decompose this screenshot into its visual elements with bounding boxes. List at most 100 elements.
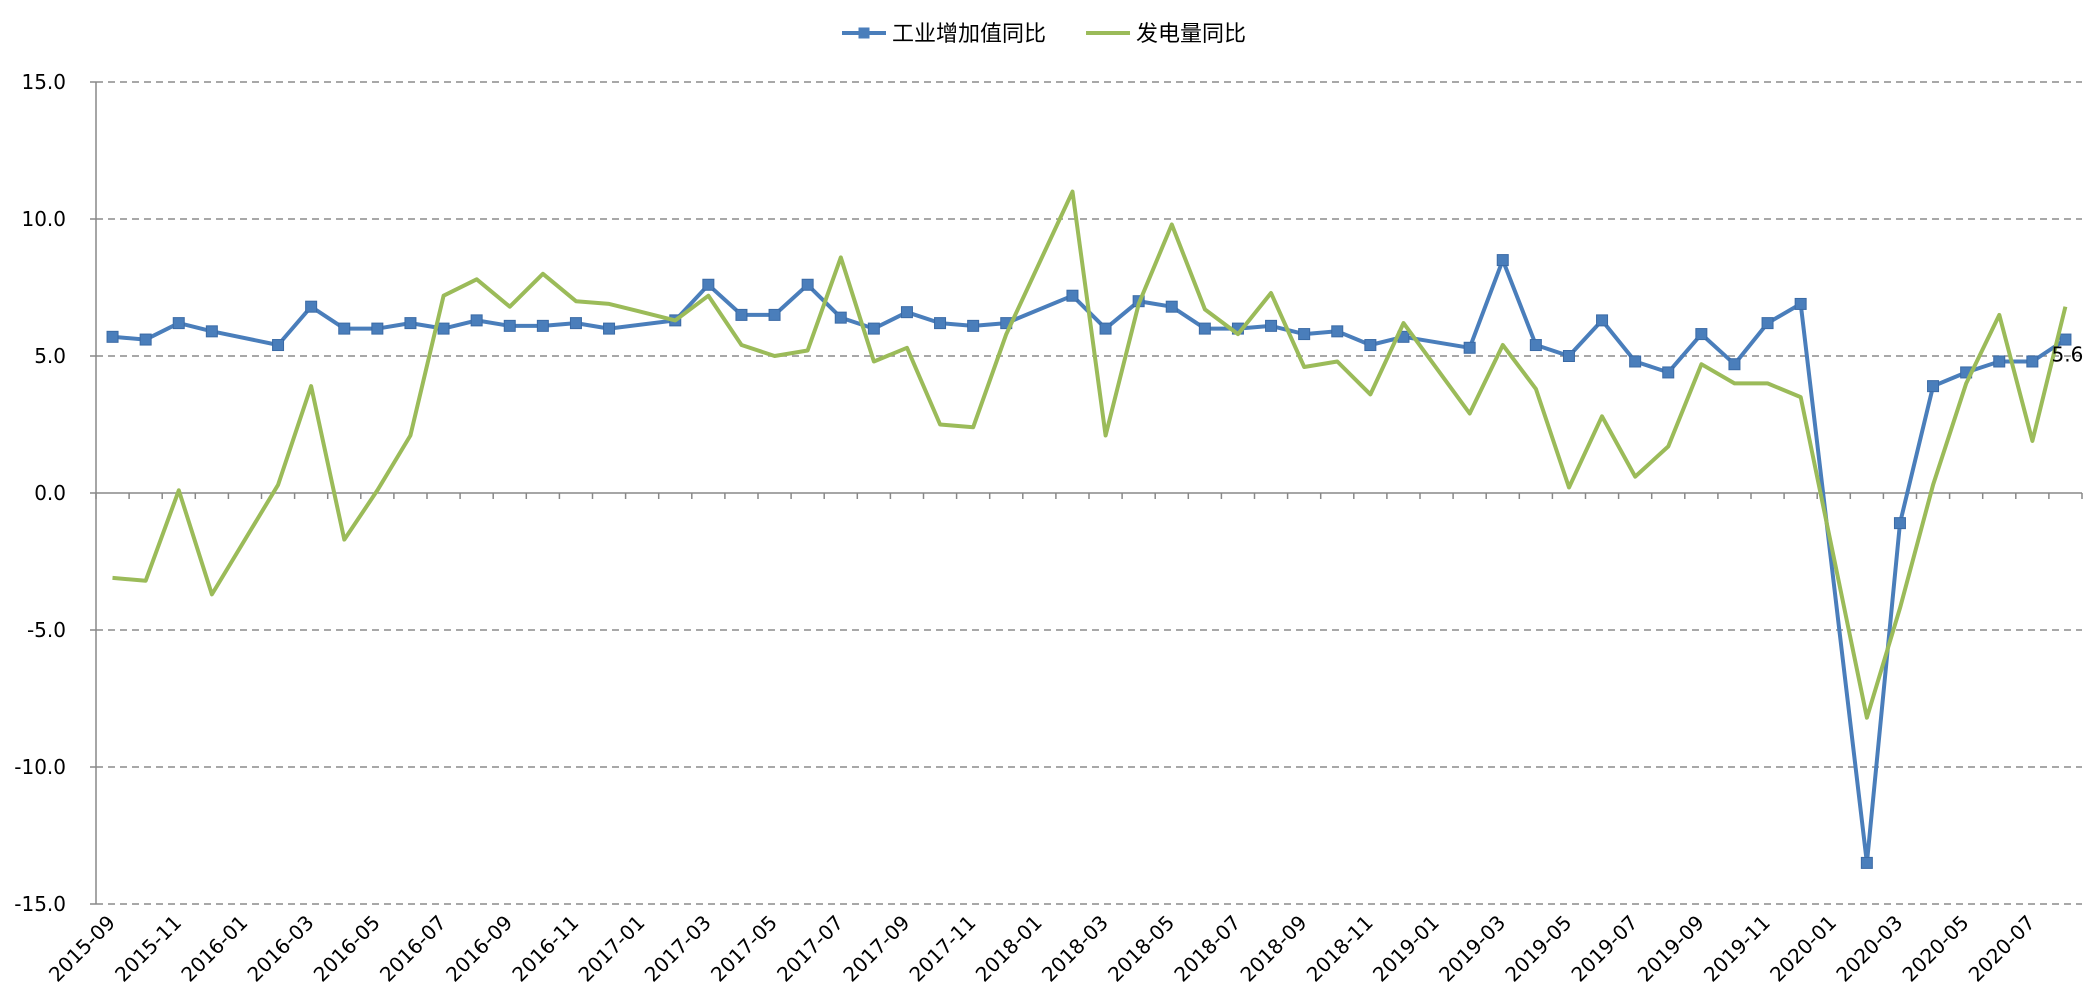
data-point — [437, 322, 450, 335]
x-tick-label: 2019-09 — [1633, 910, 1709, 986]
x-axis-ticks: 2015-092015-112016-012016-032016-052016-… — [44, 493, 2083, 987]
data-point — [2059, 333, 2072, 346]
x-tick-label: 2017-05 — [706, 910, 782, 986]
data-point — [503, 319, 516, 332]
data-point — [1496, 254, 1509, 267]
x-tick-label: 2017-09 — [838, 910, 914, 986]
x-tick-label: 2017-11 — [905, 910, 981, 986]
x-tick-label: 2019-01 — [1368, 910, 1444, 986]
x-tick-label: 2016-03 — [243, 910, 319, 986]
gridlines — [96, 81, 2082, 905]
data-point — [1331, 325, 1344, 338]
data-point — [470, 314, 483, 327]
data-point — [272, 339, 285, 352]
data-point — [1165, 300, 1178, 313]
data-point — [1562, 350, 1575, 362]
x-tick-label: 2016-09 — [441, 910, 517, 986]
x-tick-label: 2018-07 — [1169, 910, 1245, 986]
series-2 — [112, 189, 2068, 720]
data-point — [801, 278, 814, 291]
data-point — [371, 322, 384, 335]
legend: 工业增加值同比 发电量同比 — [842, 22, 1246, 47]
x-tick-label: 2015-09 — [44, 910, 120, 986]
data-point — [1893, 517, 1906, 530]
data-labels: 5.6 — [2052, 343, 2084, 367]
data-point — [1596, 314, 1609, 327]
legend-item: 发电量同比 — [1086, 22, 1246, 47]
series-line — [112, 258, 2067, 865]
data-label: 5.6 — [2052, 343, 2084, 367]
data-point — [106, 330, 119, 343]
data-point — [834, 311, 847, 324]
x-tick-label: 2018-05 — [1103, 910, 1179, 986]
x-tick-label: 2019-11 — [1699, 910, 1775, 986]
data-point — [205, 325, 218, 338]
x-tick-label: 2019-05 — [1500, 910, 1576, 986]
data-point — [1364, 339, 1377, 352]
y-tick-label: 0.0 — [34, 481, 66, 505]
x-tick-label: 2020-05 — [1898, 910, 1974, 986]
x-tick-label: 2016-05 — [309, 910, 385, 986]
x-tick-label: 2020-03 — [1831, 910, 1907, 986]
data-point — [900, 306, 913, 319]
x-tick-label: 2017-07 — [772, 910, 848, 986]
legend-label: 工业增加值同比 — [892, 22, 1046, 47]
data-point — [1860, 856, 1873, 869]
x-tick-label: 2016-07 — [375, 910, 451, 986]
y-tick-label: 5.0 — [34, 344, 66, 368]
data-point — [1198, 322, 1211, 335]
data-point — [536, 319, 549, 332]
data-point — [1761, 317, 1774, 330]
data-point — [1728, 358, 1741, 371]
series-layer — [106, 189, 2072, 869]
x-tick-label: 2016-01 — [176, 910, 252, 986]
x-tick-label: 2018-03 — [1037, 910, 1113, 986]
x-tick-label: 2020-07 — [1964, 910, 2040, 986]
x-tick-label: 2018-11 — [1302, 910, 1378, 986]
series-1 — [106, 254, 2072, 869]
legend-marker — [858, 27, 870, 39]
x-tick-label: 2019-03 — [1434, 910, 1510, 986]
y-axis-ticks: 15.0 10.0 5.0 0.0 -5.0 -10.0 -15.0 — [14, 70, 96, 916]
data-point — [1927, 380, 1940, 393]
series-line — [112, 189, 2068, 720]
y-tick-label: 10.0 — [21, 207, 66, 231]
y-tick-label: -10.0 — [14, 755, 66, 779]
data-point — [967, 319, 980, 332]
x-tick-label: 2018-09 — [1236, 910, 1312, 986]
y-tick-label: -15.0 — [14, 892, 66, 916]
data-point — [1066, 289, 1079, 302]
data-point — [1265, 319, 1278, 332]
data-point — [1662, 366, 1675, 379]
legend-item: 工业增加值同比 — [842, 22, 1046, 47]
y-tick-label: 15.0 — [21, 70, 66, 94]
data-point — [735, 308, 748, 321]
data-point — [1529, 339, 1542, 352]
data-point — [1463, 341, 1476, 354]
data-point — [338, 322, 351, 335]
data-point — [172, 317, 185, 330]
data-point — [702, 278, 715, 291]
x-tick-label: 2020-01 — [1765, 910, 1841, 986]
data-point — [404, 317, 417, 330]
data-point — [1629, 355, 1642, 368]
data-point — [569, 317, 582, 330]
data-point — [305, 300, 318, 313]
data-point — [1794, 297, 1807, 310]
data-point — [1993, 355, 2006, 368]
x-tick-label: 2017-01 — [574, 910, 650, 986]
data-point — [867, 322, 880, 335]
data-point — [934, 317, 947, 330]
x-tick-label: 2015-11 — [110, 910, 186, 986]
data-point — [603, 322, 616, 335]
x-tick-label: 2019-07 — [1567, 910, 1643, 986]
data-point — [2026, 355, 2039, 368]
data-point — [139, 333, 152, 346]
data-point — [1298, 328, 1311, 341]
x-tick-label: 2016-11 — [507, 910, 583, 986]
y-tick-label: -5.0 — [27, 618, 66, 642]
x-tick-label: 2018-01 — [971, 910, 1047, 986]
legend-label: 发电量同比 — [1136, 22, 1246, 47]
x-tick-label: 2017-03 — [640, 910, 716, 986]
